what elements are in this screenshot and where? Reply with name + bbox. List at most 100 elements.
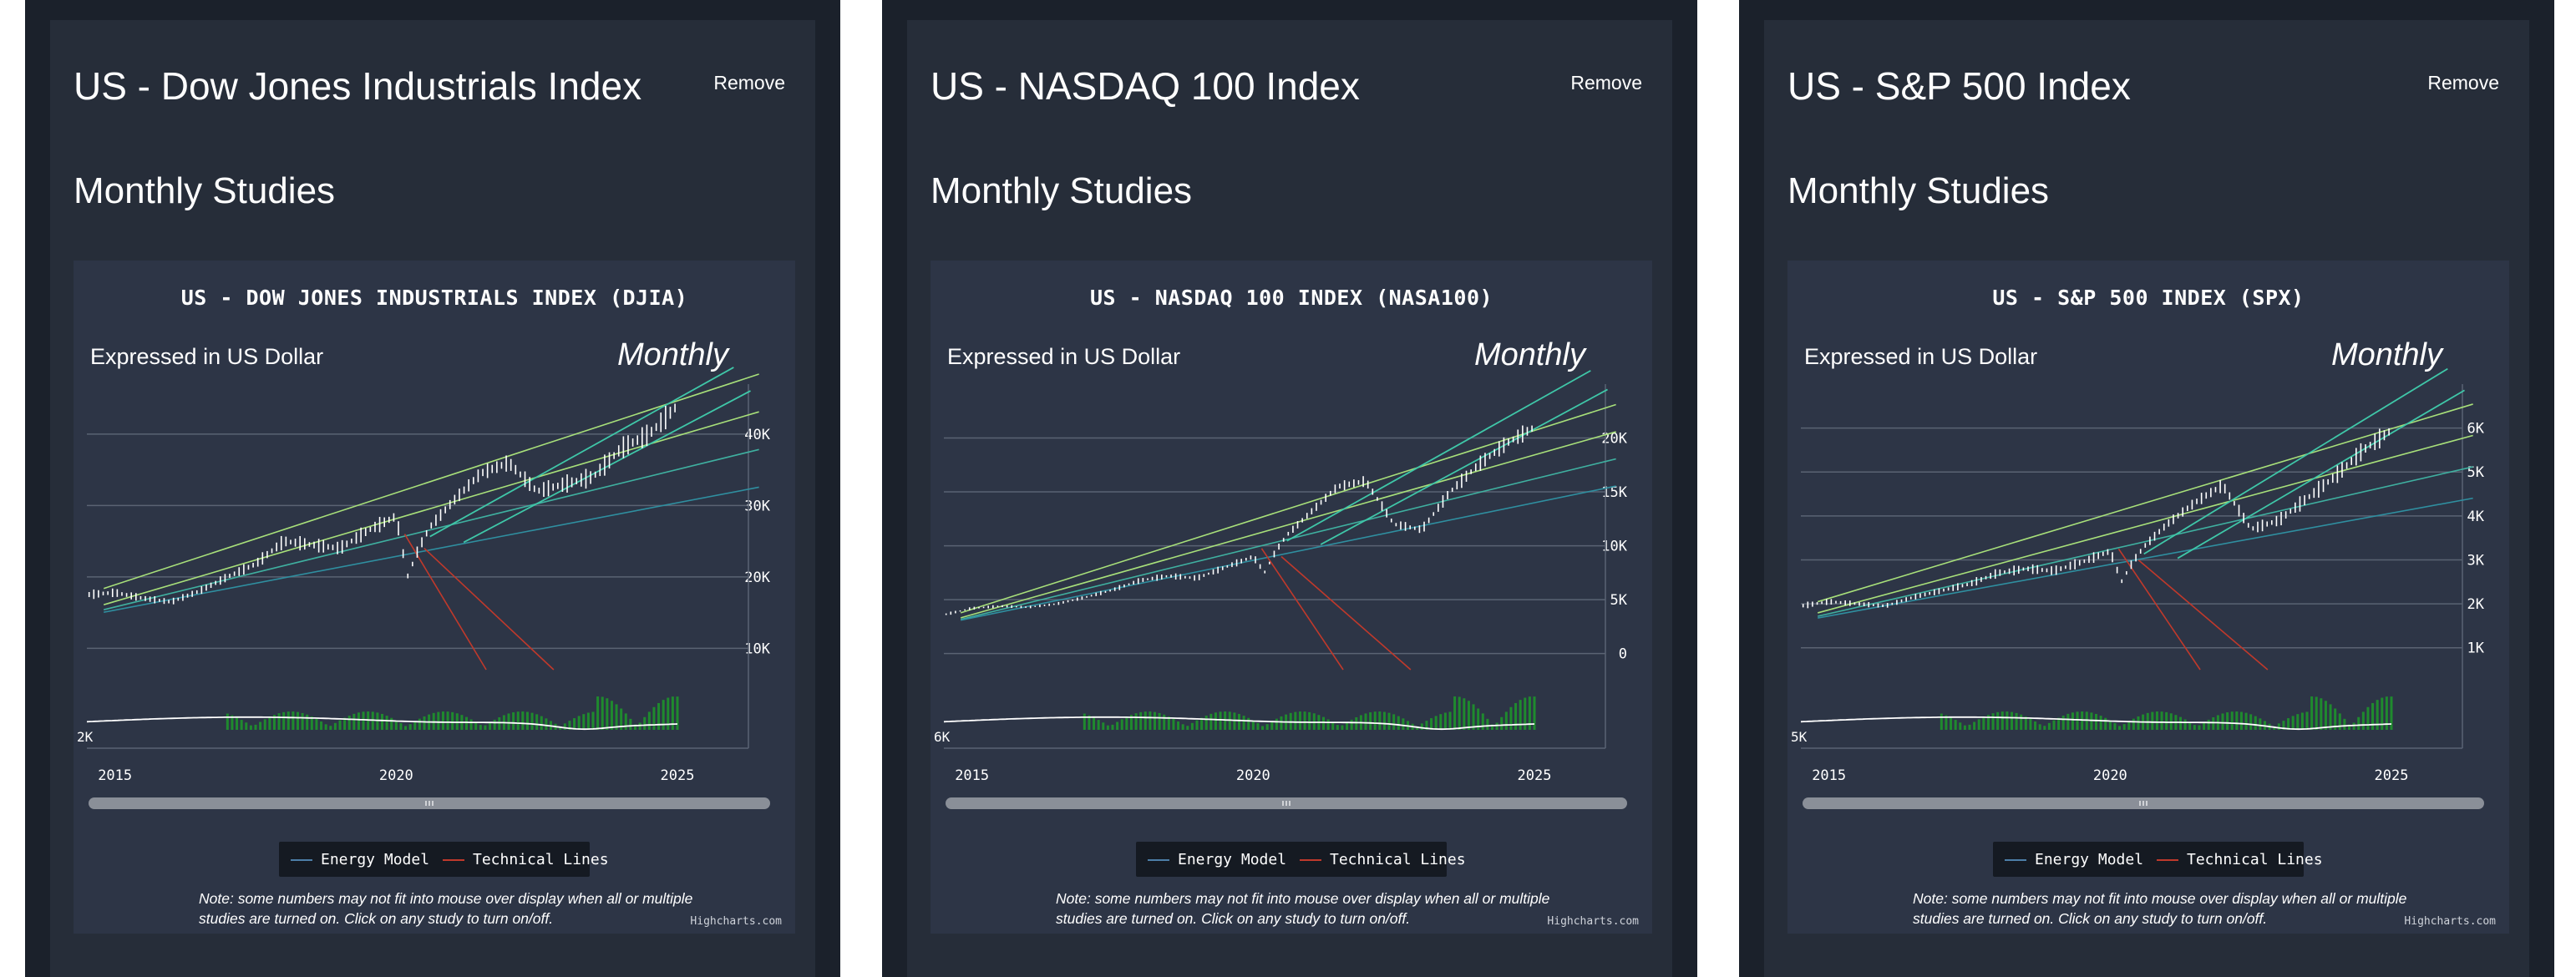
oscillator-bar <box>1373 711 1377 730</box>
oscillator-bar <box>2282 721 2285 730</box>
x-tick-label: 2015 <box>98 767 132 784</box>
x-tick-label: 2015 <box>1812 767 1846 784</box>
oscillator-bar <box>530 712 534 730</box>
oscillator-bar <box>2095 713 2097 730</box>
legend-item-technical-lines[interactable]: Technical Lines <box>1300 851 1466 868</box>
highcharts-credits[interactable]: Highcharts.com <box>1547 915 1639 928</box>
oscillator-bar <box>362 711 365 730</box>
oscillator-bar <box>512 712 515 730</box>
x-tick-label: 2025 <box>2375 767 2409 784</box>
oscillator-bar <box>624 713 627 730</box>
oscillator-bar <box>516 711 520 730</box>
y-tick-label: 15K <box>1601 484 1627 501</box>
oscillator-label: 2K <box>77 729 94 745</box>
oscillator-bar <box>1996 711 2000 730</box>
period-label: Monthly <box>616 337 728 372</box>
oscillator-bar <box>521 711 525 730</box>
remove-button[interactable]: Remove <box>713 72 785 94</box>
oscillator-bar <box>1402 718 1405 730</box>
oscillator-bar <box>2296 714 2300 730</box>
highcharts-credits[interactable]: Highcharts.com <box>2404 915 2496 928</box>
oscillator-bar <box>347 715 351 730</box>
oscillator-bar <box>465 716 468 730</box>
oscillator-bar <box>1991 713 1995 730</box>
y-tick-label: 30K <box>744 498 770 514</box>
y-tick-label: 3K <box>2467 552 2485 569</box>
oscillator-bar <box>2230 711 2234 730</box>
oscillator-bar <box>1177 721 1180 730</box>
oscillator-bar <box>2343 718 2346 730</box>
oscillator-bar <box>2179 716 2182 730</box>
trend-line <box>1818 466 2473 617</box>
y-tick-label: 2K <box>2467 596 2485 613</box>
oscillator-bar <box>226 713 229 730</box>
oscillator-bar <box>1322 716 1325 730</box>
oscillator-bar <box>629 718 632 730</box>
oscillator-bar <box>1261 726 1265 730</box>
oscillator-bar <box>2244 712 2248 730</box>
oscillator-bar <box>2113 723 2117 730</box>
oscillator-bar <box>2334 708 2337 730</box>
study-card: US - S&P 500 Index Remove Monthly Studie… <box>1764 20 2529 977</box>
oscillator-bar <box>277 713 281 730</box>
oscillator-bar <box>1959 722 1962 730</box>
oscillator-bar <box>2183 719 2187 730</box>
oscillator-bar <box>1195 720 1199 730</box>
oscillator-bar <box>287 711 290 730</box>
oscillator-bar <box>2315 696 2318 730</box>
legend-item-energy-model[interactable]: Energy Model <box>291 851 429 868</box>
oscillator-bar <box>1495 722 1498 730</box>
oscillator-bar <box>1430 718 1433 730</box>
oscillator-bar <box>1163 714 1166 730</box>
y-tick-label: 5K <box>1610 592 1628 609</box>
remove-button[interactable]: Remove <box>1570 72 1642 94</box>
rising-channel-line <box>463 390 751 544</box>
trend-line <box>1817 403 2473 603</box>
oscillator-bar <box>1467 701 1470 730</box>
chart-plot[interactable]: 1K 2K 3K 4K 5K 6K 5K 2015 2020 2025 <box>1787 261 2509 845</box>
chart-container: US - S&P 500 INDEX (SPX) Expressed in US… <box>1787 261 2509 934</box>
oscillator-bar <box>1509 706 1513 730</box>
oscillator-bar <box>2020 714 2023 730</box>
chart-legend: Energy Model Technical Lines <box>1136 842 1466 877</box>
rising-channel-line <box>2143 367 2448 555</box>
card-title: US - NASDAQ 100 Index <box>931 64 1360 108</box>
oscillator-bar <box>1120 719 1123 730</box>
oscillator-bar <box>2329 704 2332 730</box>
period-label: Monthly <box>1473 337 1585 372</box>
trend-line <box>104 448 759 610</box>
legend-item-energy-model[interactable]: Energy Model <box>2005 851 2143 868</box>
oscillator-bar <box>498 716 501 730</box>
oscillator-bar <box>2029 718 2032 730</box>
trend-line <box>1818 497 2473 619</box>
legend-swatch-icon <box>1148 859 1169 861</box>
oscillator-bar <box>408 724 412 730</box>
oscillator-bar <box>272 715 276 730</box>
oscillator-bar <box>357 712 360 730</box>
chart-plot[interactable]: 10K 20K 30K 40K 2K 2015 2020 2025 <box>74 261 795 845</box>
oscillator-bar <box>315 718 318 730</box>
oscillator-bar <box>2160 711 2163 730</box>
x-tick-label: 2015 <box>955 767 989 784</box>
oscillator-bar <box>1533 696 1536 730</box>
chart-container: US - DOW JONES INDUSTRIALS INDEX (DJIA) … <box>74 261 795 934</box>
oscillator-bar <box>1416 726 1419 730</box>
oscillator-bar <box>1528 696 1531 730</box>
remove-button[interactable]: Remove <box>2427 72 2499 94</box>
oscillator-bar <box>671 696 674 730</box>
legend-swatch-icon <box>2005 859 2026 861</box>
oscillator-bar <box>2361 711 2365 730</box>
oscillator-bar <box>1326 719 1330 730</box>
oscillator-bar <box>2273 726 2276 730</box>
legend-item-technical-lines[interactable]: Technical Lines <box>443 851 609 868</box>
oscillator-bar <box>418 718 421 730</box>
legend-item-technical-lines[interactable]: Technical Lines <box>2157 851 2323 868</box>
oscillator-bar <box>2371 702 2375 730</box>
legend-item-energy-model[interactable]: Energy Model <box>1148 851 1286 868</box>
oscillator-bar <box>1448 711 1452 730</box>
oscillator-bar <box>1355 716 1358 730</box>
oscillator-bar <box>2239 711 2243 730</box>
chart-container: US - NASDAQ 100 INDEX (NASA100) Expresse… <box>931 261 1652 934</box>
highcharts-credits[interactable]: Highcharts.com <box>690 915 782 928</box>
